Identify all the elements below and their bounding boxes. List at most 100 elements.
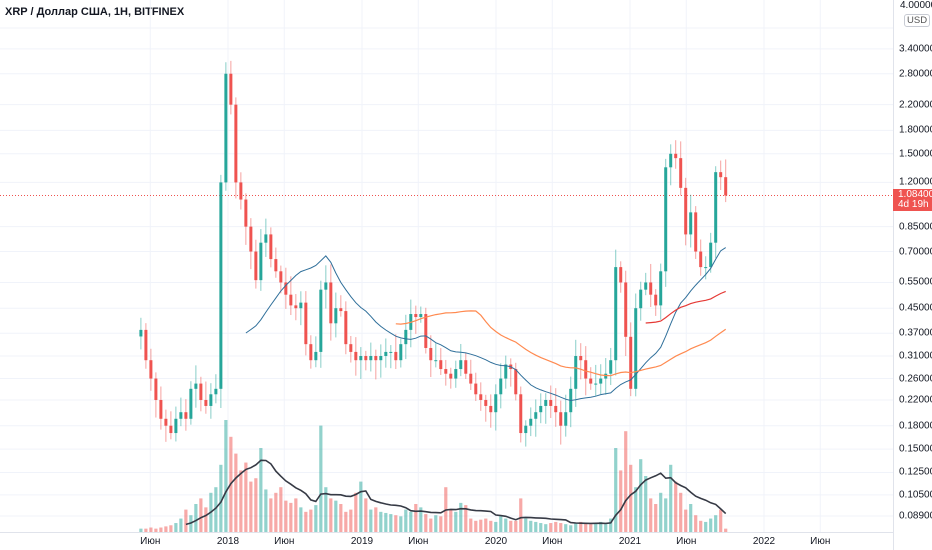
volume-bar: [434, 515, 438, 532]
volume-bar: [589, 524, 593, 532]
volume-bar: [244, 462, 248, 532]
candle-body: [634, 308, 638, 389]
symbol-title[interactable]: XRP / Доллар США, 1H, BITFINEX: [5, 6, 185, 18]
candle-body: [504, 364, 508, 379]
volume-ma-line: [185, 459, 727, 526]
price-label: 0.31000: [899, 350, 932, 362]
candle-body: [664, 167, 668, 272]
candle-body: [339, 308, 343, 312]
candle-body: [699, 251, 703, 268]
volume-bar: [284, 500, 288, 532]
candle-body: [459, 360, 463, 370]
volume-bar: [709, 518, 713, 532]
volume-bar: [614, 448, 618, 532]
volume-bar: [374, 507, 378, 532]
candle-body: [644, 282, 648, 290]
volume-bar: [664, 498, 668, 532]
candle-body: [674, 153, 678, 159]
volume-bar: [239, 470, 243, 532]
currency-button[interactable]: USD: [904, 14, 931, 27]
volume-bar: [349, 509, 353, 532]
candle-body: [249, 226, 253, 252]
candle-body: [229, 73, 233, 105]
time-label: 2021: [618, 536, 642, 547]
ma-fast-line: [245, 247, 726, 402]
ma-mid-line: [395, 310, 727, 377]
volume-bar: [559, 523, 563, 532]
volume-bar: [369, 509, 373, 532]
candle-body: [519, 394, 523, 434]
time-label: 2019: [350, 536, 374, 547]
price-label: 0.12500: [899, 466, 932, 478]
volume-bar: [449, 509, 453, 532]
volume-bar: [584, 523, 588, 532]
candle-body: [629, 336, 633, 389]
candle-body: [374, 355, 378, 361]
volume-bar: [679, 492, 683, 532]
candle-body: [149, 360, 153, 379]
candle-body: [254, 251, 258, 281]
price-label: 0.08900: [899, 510, 932, 522]
volume-bar: [274, 492, 278, 532]
candle-body: [534, 412, 538, 419]
volume-bar: [494, 521, 498, 532]
volume-bar: [409, 511, 413, 532]
volume-bar: [634, 487, 638, 532]
candles: [139, 60, 728, 447]
candle-body: [544, 399, 548, 406]
candle-body: [344, 311, 348, 345]
time-label: Июн: [810, 536, 831, 547]
volume-bar: [604, 524, 608, 532]
candle-body: [549, 399, 553, 406]
volume-bar: [394, 515, 398, 532]
volume-bar: [249, 481, 253, 532]
volume-bar: [554, 521, 558, 532]
current-price-tag: 1.08400 4d 19h: [893, 189, 932, 212]
volume-bar: [259, 448, 263, 532]
time-label: 2020: [484, 536, 508, 547]
volume-bar: [599, 521, 603, 532]
volume-bar: [164, 526, 168, 532]
candle-body: [324, 282, 328, 290]
candle-body: [689, 212, 693, 235]
volume-bar: [454, 511, 458, 532]
volume-bar: [659, 492, 663, 532]
candle-body: [574, 355, 578, 389]
volume-bar: [504, 518, 508, 532]
candle-body: [329, 282, 333, 324]
volume-bar: [474, 520, 478, 532]
volume-bar: [429, 518, 433, 532]
candle-body: [204, 399, 208, 406]
candle-body: [479, 394, 483, 400]
candle-body: [354, 351, 358, 361]
candle-body: [719, 172, 723, 178]
candle-body: [529, 418, 533, 426]
candle-body: [444, 369, 448, 374]
candle-body: [489, 405, 493, 413]
candle-body: [609, 360, 613, 374]
price-label: 0.22000: [899, 394, 932, 406]
volume-bar: [159, 527, 163, 532]
volume-bar: [359, 481, 363, 532]
volume-bar: [174, 523, 178, 532]
time-label: Июн: [408, 536, 429, 547]
candle-body: [304, 302, 308, 345]
volume-bar: [654, 504, 658, 532]
candle-body: [269, 234, 273, 260]
time-label: 2022: [752, 536, 776, 547]
candle-body: [604, 373, 608, 379]
candle-body: [424, 314, 428, 348]
bar-countdown: 4d 19h: [898, 199, 929, 211]
volume-bar: [469, 518, 473, 532]
volume-bar: [724, 528, 728, 532]
volume-bar: [414, 504, 418, 532]
candle-body: [589, 378, 593, 384]
candle-body: [274, 259, 278, 272]
volume-bar: [319, 425, 323, 532]
volume-bar: [179, 518, 183, 532]
candle-body: [284, 282, 288, 295]
candle-body: [639, 289, 643, 309]
price-chart[interactable]: [0, 0, 893, 532]
volume-bar: [574, 523, 578, 532]
volume-bar: [484, 518, 488, 532]
